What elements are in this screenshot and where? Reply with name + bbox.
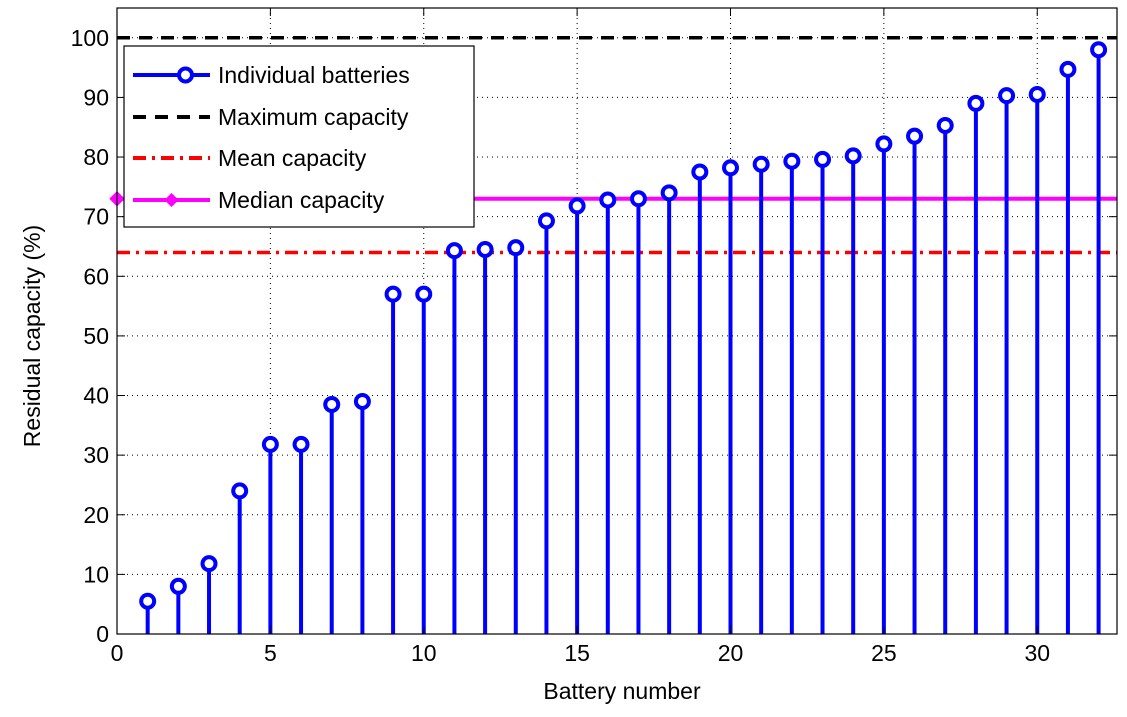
stem-marker	[537, 212, 555, 230]
x-tick-label: 15	[564, 640, 590, 666]
legend-marker-median-capacity	[164, 193, 179, 207]
stem-marker	[568, 197, 586, 215]
legend-marker-individual-batteries	[177, 66, 194, 84]
legend-label: Mean capacity	[218, 145, 367, 171]
stem-marker	[691, 163, 709, 181]
stem-marker	[1059, 60, 1077, 78]
x-tick-label: 25	[871, 640, 897, 666]
y-tick-label: 60	[83, 263, 109, 289]
legend-label: Median capacity	[218, 187, 385, 213]
x-axis-label: Battery number	[543, 678, 701, 704]
stem-marker	[721, 159, 739, 177]
stem-marker	[936, 116, 954, 134]
legend-label: Individual batteries	[218, 62, 410, 88]
y-axis-label: Residual capacity (%)	[19, 225, 45, 447]
stem-marker	[752, 155, 770, 173]
stem-marker	[660, 184, 678, 202]
y-tick-label: 40	[83, 383, 109, 409]
stem-marker	[169, 577, 187, 595]
x-tick-label: 10	[411, 640, 437, 666]
stem-marker	[353, 392, 371, 410]
stem-marker	[844, 147, 862, 165]
stem-marker	[783, 152, 801, 170]
y-tick-label: 10	[83, 561, 109, 587]
stem-marker	[384, 285, 402, 303]
stem-marker	[967, 94, 985, 112]
stem-marker	[906, 127, 924, 145]
stem-marker	[507, 239, 525, 257]
stem-marker	[998, 87, 1016, 105]
y-tick-label: 80	[83, 144, 109, 170]
legend: Individual batteries Maximum capacity Mean…	[123, 45, 475, 228]
stem-marker	[139, 592, 157, 610]
y-tick-label: 90	[83, 84, 109, 110]
stem-marker	[323, 395, 341, 413]
stem-marker	[814, 150, 832, 168]
stem-marker	[415, 285, 433, 303]
stem-marker	[629, 190, 647, 208]
y-tick-label: 50	[83, 323, 109, 349]
stem-marker	[599, 191, 617, 209]
stem-marker	[875, 135, 893, 153]
stem-marker	[1090, 41, 1108, 59]
y-tick-label: 70	[83, 204, 109, 230]
legend-label: Maximum capacity	[218, 104, 409, 130]
x-tick-label: 5	[264, 640, 277, 666]
plot-frame	[116, 7, 1118, 635]
stem-marker	[200, 555, 218, 573]
x-tick-label: 30	[1024, 640, 1050, 666]
y-tick-label: 100	[71, 25, 109, 51]
axes-layer: 0 5 10 15 20 25 30 0 10 20 30 40 50 60 70 80 90 100	[71, 7, 1118, 666]
y-tick-label: 30	[83, 442, 109, 468]
stem-marker	[261, 435, 279, 453]
stem-marker	[292, 435, 310, 453]
y-tick-label: 0	[96, 621, 109, 647]
y-tick-label: 20	[83, 502, 109, 528]
stem-marker	[445, 242, 463, 260]
grid-layer	[117, 8, 1117, 634]
stem-marker	[476, 240, 494, 258]
x-tick-label: 0	[111, 640, 124, 666]
stem-marker	[1028, 85, 1046, 103]
x-tick-label: 20	[718, 640, 744, 666]
stem-marker	[231, 482, 249, 500]
stems-layer	[139, 41, 1108, 634]
